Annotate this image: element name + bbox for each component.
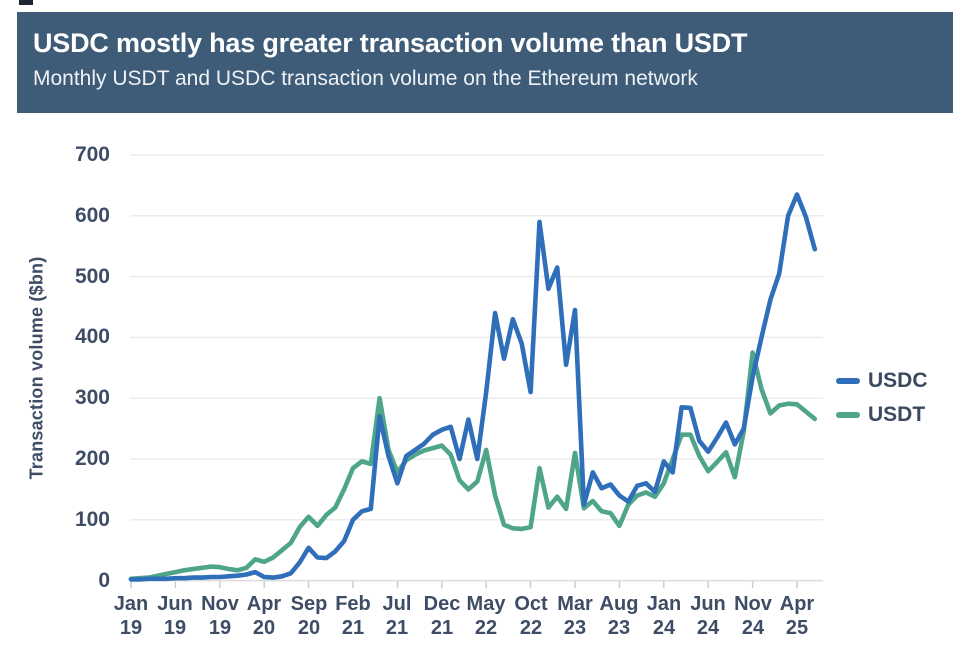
x-tick-month: May <box>466 593 506 615</box>
usdt-legend-label: USDT <box>868 403 926 426</box>
legend-item-usdc: USDC <box>836 364 928 398</box>
x-tick-month: Jun <box>690 593 726 615</box>
chart-legend: USDC USDT <box>836 364 928 432</box>
usdc-legend-label: USDC <box>868 369 928 392</box>
x-tick-label-Jul21: Jul 21 <box>365 592 429 640</box>
x-tick-year: 25 <box>785 617 809 639</box>
x-tick-year: 23 <box>607 617 631 639</box>
x-tick-label-Jun19: Jun 19 <box>143 592 207 640</box>
x-tick-year: 22 <box>519 617 543 639</box>
x-tick-month: Sep <box>290 593 328 615</box>
y-tick-label-100: 100 <box>74 508 110 531</box>
usdc-line <box>128 192 818 582</box>
x-tick-label-Jan19: Jan 19 <box>99 592 163 640</box>
page-subtitle: Monthly USDT and USDC transaction volume… <box>33 67 698 90</box>
x-tick-month: Jan <box>646 593 682 615</box>
usdc-legend-swatch <box>836 378 860 384</box>
x-tick-month: Oct <box>514 593 548 615</box>
x-tick-month: Apr <box>779 593 815 615</box>
x-tick-month: Jan <box>113 593 149 615</box>
y-tick-label-300: 300 <box>74 386 110 409</box>
header-banner: USDC mostly has greater transaction volu… <box>17 12 953 113</box>
x-tick-month: Dec <box>423 593 461 615</box>
x-tick-year: 21 <box>341 617 365 639</box>
x-tick-year: 19 <box>163 617 187 639</box>
page-title: USDC mostly has greater transaction volu… <box>33 28 748 58</box>
y-tick-label-500: 500 <box>74 265 110 288</box>
x-tick-month: Nov <box>201 593 239 615</box>
x-tick-year: 22 <box>474 617 498 639</box>
y-tick-label-400: 400 <box>74 325 110 348</box>
x-tick-label-May22: May 22 <box>454 592 518 640</box>
y-tick-label-0: 0 <box>98 569 110 592</box>
x-tick-label-Nov19: Nov 19 <box>188 592 252 640</box>
x-tick-label-Oct22: Oct 22 <box>499 592 563 640</box>
x-tick-label-Aug23: Aug 23 <box>587 592 651 640</box>
y-tick-label-600: 600 <box>74 204 110 227</box>
x-tick-label-Nov24: Nov 24 <box>721 592 785 640</box>
x-tick-label-Apr20: Apr 20 <box>232 592 296 640</box>
x-tick-month: Jul <box>382 593 412 615</box>
x-tick-month: Apr <box>246 593 282 615</box>
x-tick-label-Jan24: Jan 24 <box>632 592 696 640</box>
y-tick-label-200: 200 <box>74 447 110 470</box>
usdt-legend-swatch <box>836 412 860 418</box>
x-tick-year: 24 <box>696 617 720 639</box>
corner-artifact-mark <box>19 0 33 5</box>
x-tick-label-Feb21: Feb 21 <box>321 592 385 640</box>
x-tick-label-Apr25: Apr 25 <box>765 592 829 640</box>
x-tick-year: 23 <box>563 617 587 639</box>
x-tick-month: Jun <box>157 593 193 615</box>
x-tick-year: 20 <box>297 617 321 639</box>
x-tick-label-Mar23: Mar 23 <box>543 592 607 640</box>
x-tick-month: Aug <box>599 593 639 615</box>
x-tick-month: Nov <box>734 593 772 615</box>
x-tick-label-Jun24: Jun 24 <box>676 592 740 640</box>
x-tick-year: 24 <box>741 617 765 639</box>
x-tick-label-Sep20: Sep 20 <box>277 592 341 640</box>
usdt-line <box>128 350 818 582</box>
x-tick-year: 19 <box>119 617 143 639</box>
x-tick-year: 20 <box>252 617 276 639</box>
x-tick-month: Mar <box>557 593 593 615</box>
legend-item-usdt: USDT <box>836 398 928 432</box>
x-tick-year: 21 <box>385 617 409 639</box>
x-tick-year: 24 <box>652 617 676 639</box>
x-tick-label-Dec21: Dec 21 <box>410 592 474 640</box>
x-tick-month: Feb <box>335 593 371 615</box>
y-tick-label-700: 700 <box>74 143 110 166</box>
x-tick-year: 21 <box>430 617 454 639</box>
x-tick-year: 19 <box>208 617 232 639</box>
